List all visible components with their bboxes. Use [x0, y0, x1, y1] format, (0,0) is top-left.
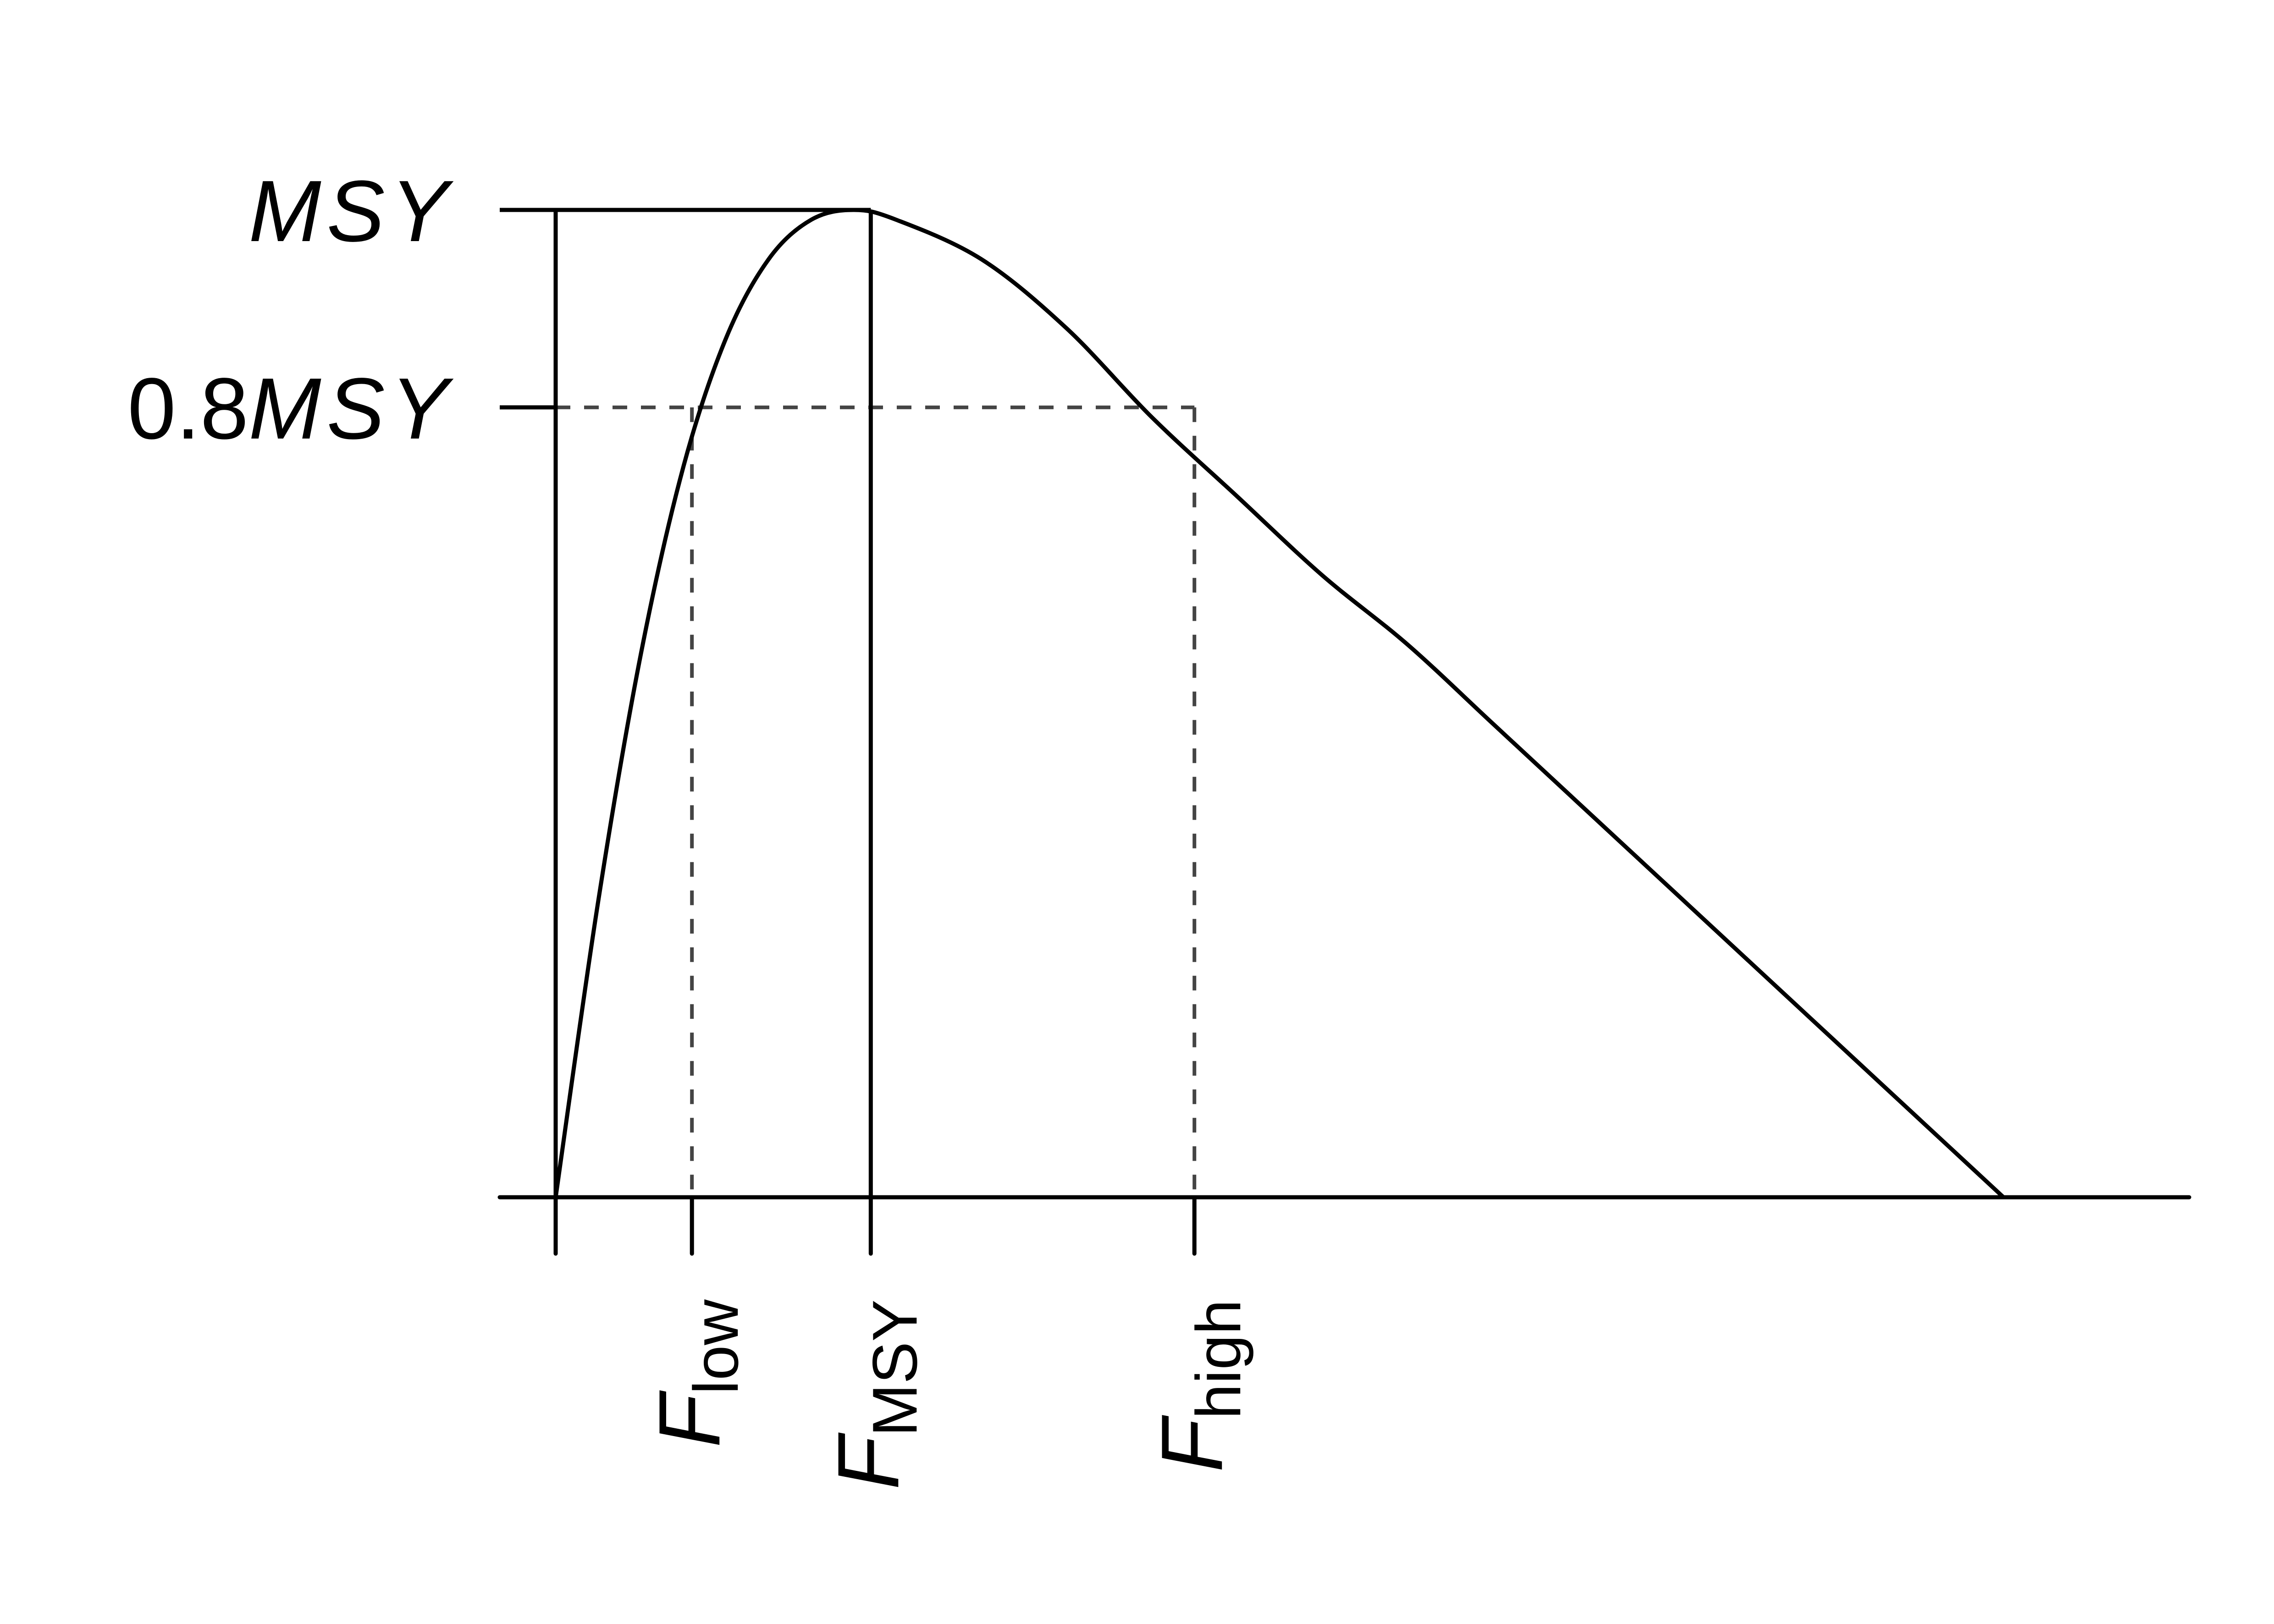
tick-labels: MSY 0.8MSY Flow FMSY Fhigh [127, 163, 1254, 1490]
ytick-label-0: MSY [248, 163, 454, 260]
ytick-label-1: 0.8MSY [127, 360, 454, 457]
xtick-label-2: FMSY [820, 1299, 930, 1490]
xtick-label-3: Fhigh [1143, 1299, 1254, 1472]
reference-lines [500, 208, 1197, 1197]
axes [497, 1195, 2191, 1256]
xtick-label-1: Flow [641, 1299, 751, 1448]
yield-curve [553, 208, 2005, 1199]
